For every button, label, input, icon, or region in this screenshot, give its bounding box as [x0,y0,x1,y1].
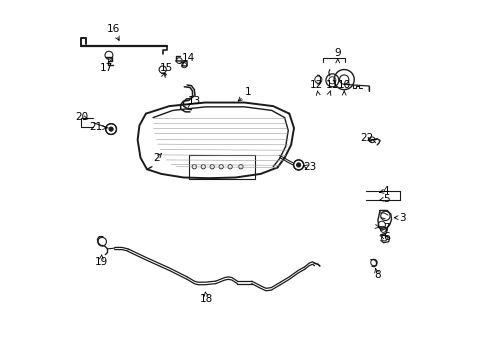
Text: 10: 10 [337,80,350,90]
Circle shape [109,127,113,131]
Text: 20: 20 [75,112,88,122]
Text: 18: 18 [200,294,213,304]
Text: 1: 1 [244,87,251,97]
Bar [188,154,255,179]
Text: 16: 16 [107,24,120,35]
Circle shape [296,163,300,167]
Text: 2: 2 [153,153,160,163]
Text: 15: 15 [160,63,173,73]
Text: 23: 23 [303,162,316,172]
Text: 13: 13 [187,96,201,106]
Text: 17: 17 [100,63,113,73]
Text: 7: 7 [382,224,388,233]
Text: 14: 14 [182,53,195,63]
Text: 8: 8 [373,270,380,280]
Circle shape [293,160,303,170]
Text: 4: 4 [382,186,388,196]
Text: 19: 19 [94,257,107,267]
Text: 11: 11 [325,80,338,90]
Text: 22: 22 [359,133,372,143]
Text: 12: 12 [309,80,322,90]
Text: 5: 5 [382,194,388,204]
Text: 21: 21 [89,122,102,132]
Circle shape [105,124,116,134]
Text: 9: 9 [334,48,340,58]
Text: 3: 3 [398,213,405,222]
Text: 6: 6 [382,232,388,242]
